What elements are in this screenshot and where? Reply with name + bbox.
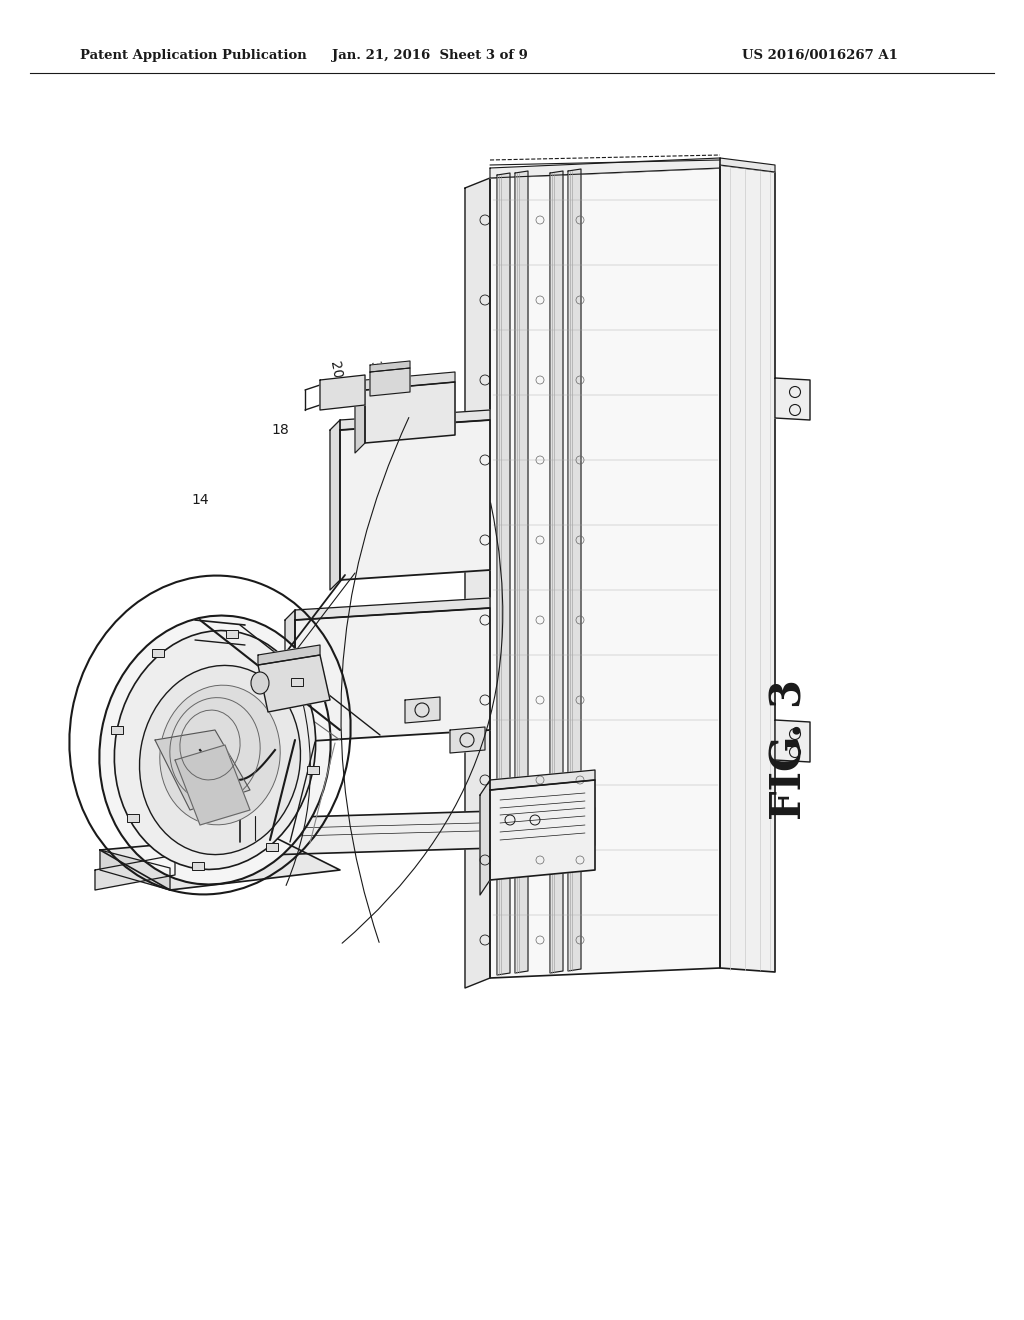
FancyBboxPatch shape: [191, 862, 204, 870]
Polygon shape: [370, 368, 410, 396]
Polygon shape: [100, 850, 170, 890]
Text: FIG. 3: FIG. 3: [769, 680, 811, 821]
Polygon shape: [490, 770, 595, 789]
Polygon shape: [550, 172, 563, 973]
Polygon shape: [330, 420, 340, 590]
Ellipse shape: [99, 615, 331, 884]
Polygon shape: [295, 609, 490, 742]
Polygon shape: [450, 727, 485, 752]
FancyBboxPatch shape: [226, 630, 239, 638]
Polygon shape: [465, 178, 490, 987]
Polygon shape: [95, 855, 175, 890]
Polygon shape: [200, 808, 595, 857]
Polygon shape: [370, 360, 410, 372]
FancyBboxPatch shape: [307, 767, 319, 775]
Polygon shape: [175, 744, 250, 825]
Text: Jan. 21, 2016  Sheet 3 of 9: Jan. 21, 2016 Sheet 3 of 9: [332, 49, 528, 62]
Polygon shape: [720, 158, 775, 172]
Ellipse shape: [160, 685, 281, 825]
Text: 20: 20: [327, 360, 343, 380]
Polygon shape: [515, 172, 528, 973]
Polygon shape: [295, 598, 490, 620]
Polygon shape: [775, 378, 810, 420]
FancyBboxPatch shape: [152, 649, 164, 657]
Polygon shape: [490, 168, 720, 978]
Text: 32: 32: [367, 360, 383, 380]
Ellipse shape: [251, 672, 269, 694]
Polygon shape: [355, 380, 365, 453]
Polygon shape: [155, 730, 250, 810]
Polygon shape: [406, 697, 440, 723]
Polygon shape: [490, 158, 720, 178]
Polygon shape: [480, 780, 490, 895]
Polygon shape: [568, 169, 581, 972]
Polygon shape: [775, 719, 810, 762]
Ellipse shape: [115, 631, 315, 870]
Polygon shape: [365, 372, 455, 389]
Text: US 2016/0016267 A1: US 2016/0016267 A1: [742, 49, 898, 62]
Polygon shape: [340, 420, 490, 579]
Polygon shape: [258, 645, 319, 665]
Polygon shape: [200, 820, 215, 861]
Text: 14: 14: [191, 492, 209, 507]
FancyBboxPatch shape: [291, 678, 303, 686]
Polygon shape: [285, 610, 295, 752]
Polygon shape: [497, 173, 510, 975]
Polygon shape: [258, 655, 330, 711]
Text: 18: 18: [271, 422, 289, 437]
Ellipse shape: [139, 665, 300, 854]
FancyBboxPatch shape: [266, 842, 279, 850]
Polygon shape: [365, 381, 455, 444]
Polygon shape: [319, 375, 365, 411]
FancyBboxPatch shape: [127, 813, 139, 821]
Polygon shape: [100, 836, 340, 890]
Text: Patent Application Publication: Patent Application Publication: [80, 49, 307, 62]
Polygon shape: [340, 411, 490, 430]
FancyBboxPatch shape: [111, 726, 123, 734]
Polygon shape: [490, 780, 595, 880]
Polygon shape: [720, 165, 775, 972]
